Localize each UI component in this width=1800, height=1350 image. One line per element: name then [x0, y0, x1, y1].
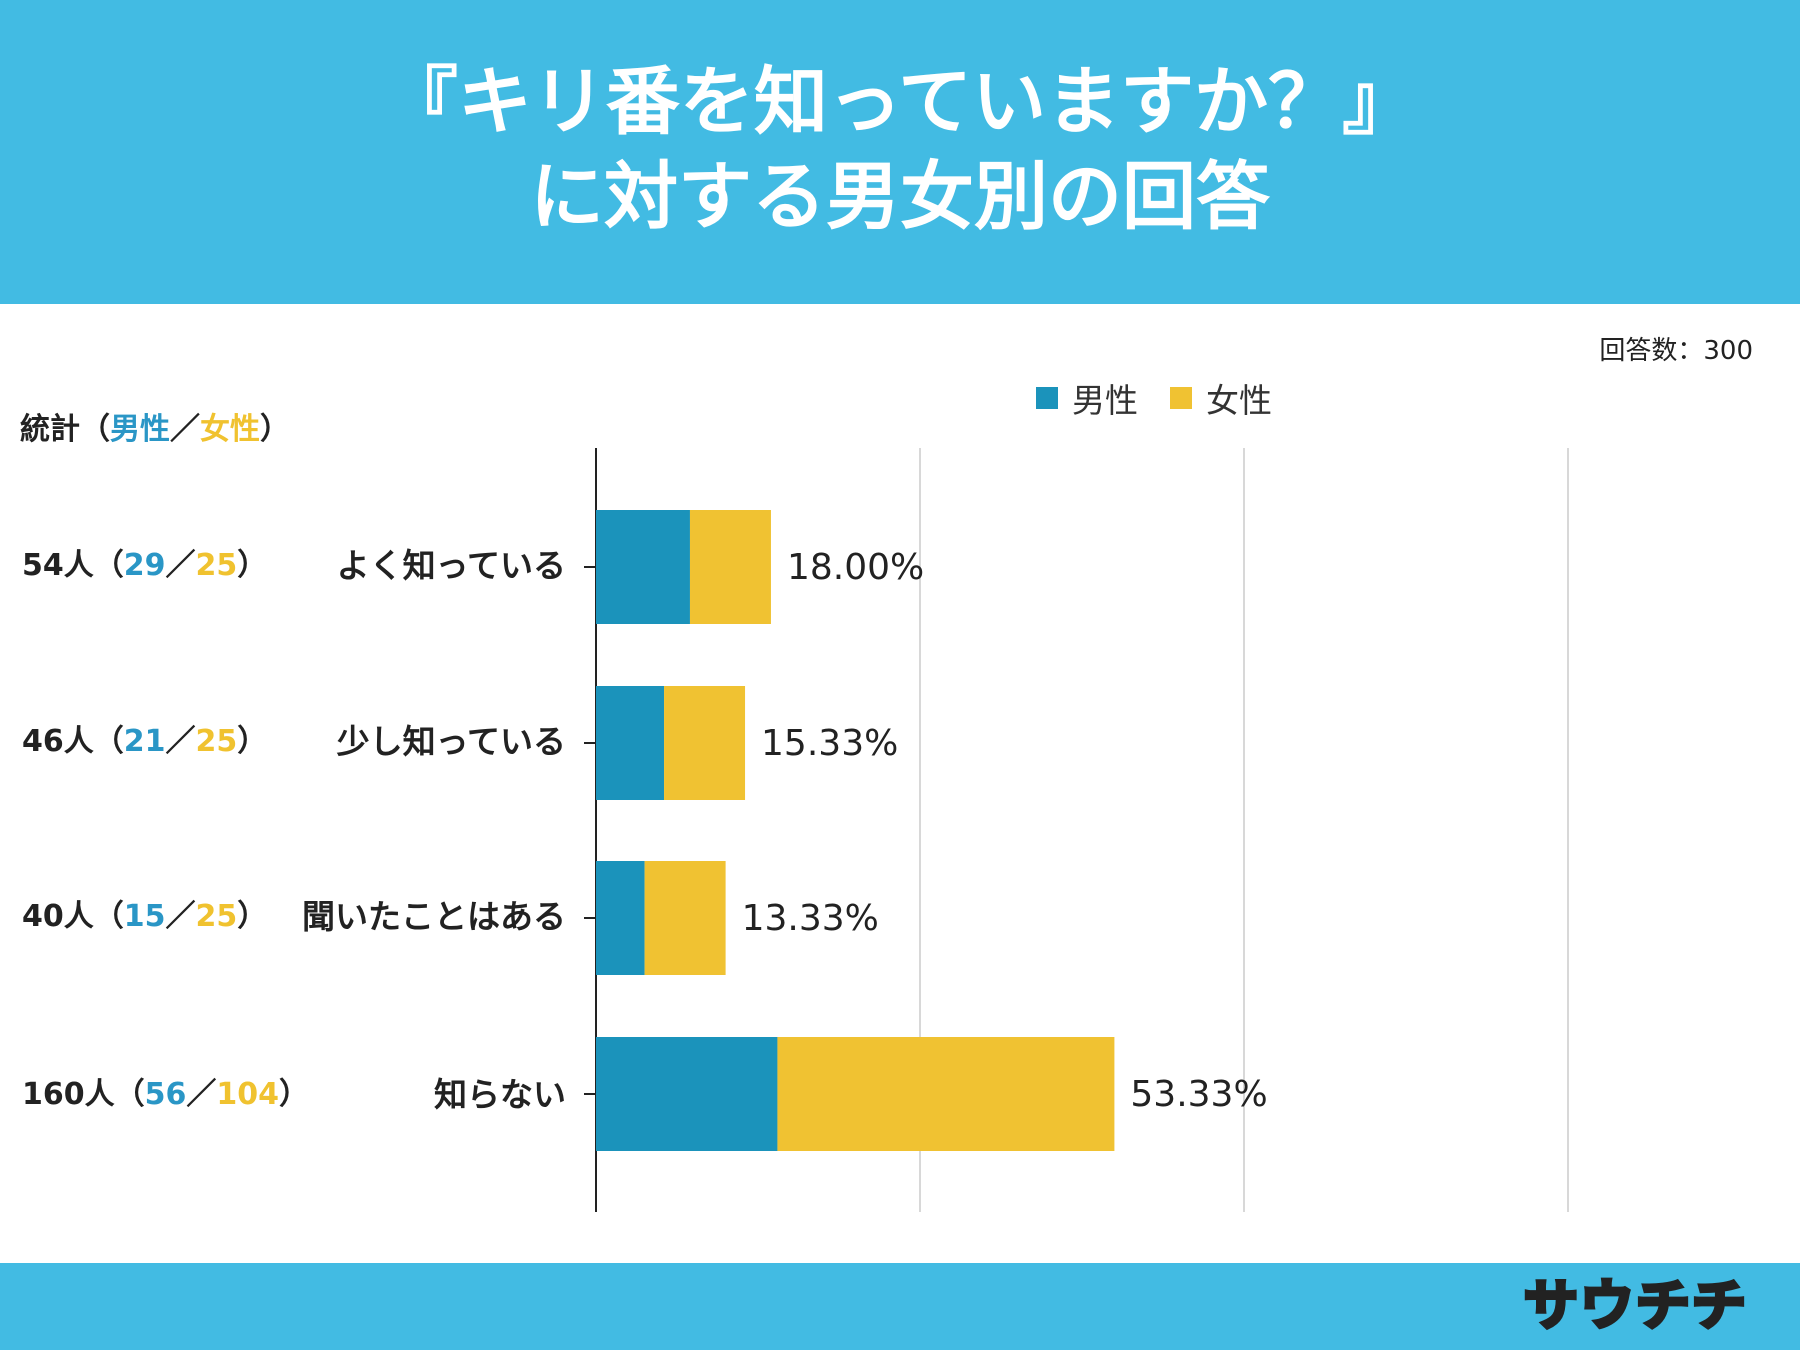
- stats-header: 統計（男性／女性）: [20, 404, 290, 448]
- stats-header-female: 女性: [200, 412, 260, 447]
- stats-row: 40人（15／25）: [22, 897, 267, 937]
- stats-header-male: 男性: [110, 412, 170, 447]
- stats-header-sep: ／: [170, 412, 200, 447]
- stats-total: 54人: [22, 548, 94, 583]
- stats-sep: ／: [186, 1077, 217, 1112]
- stats-row: 54人（29／25）: [22, 546, 267, 586]
- bar-female: [777, 1037, 1115, 1151]
- bar-male: [596, 1037, 778, 1151]
- stats-open: （: [114, 1077, 145, 1112]
- respondent-count: 回答数：300: [1599, 336, 1753, 366]
- percent-label: 13.33%: [742, 898, 879, 939]
- category-label: 聞いたことはある: [302, 897, 566, 936]
- stats-row: 46人（21／25）: [22, 722, 267, 762]
- stats-close: ）: [279, 1077, 309, 1112]
- stats-sep: ／: [165, 724, 196, 759]
- percent-label: 53.33%: [1130, 1074, 1267, 1115]
- bar-female: [664, 686, 746, 800]
- stats-close: ）: [237, 548, 268, 583]
- bar-female: [689, 510, 771, 624]
- stats-header-prefix: 統計（: [20, 412, 110, 447]
- stats-male-count: 21: [123, 724, 166, 759]
- stats-total: 46人: [22, 724, 94, 759]
- page-title-line-2: に対する男女別の回答: [530, 154, 1270, 240]
- stats-female-count: 104: [216, 1077, 279, 1112]
- bar-male: [596, 686, 665, 800]
- chart-legend: 男性 女性: [1036, 374, 1304, 422]
- stats-total: 40人: [22, 899, 94, 934]
- stats-sep: ／: [165, 899, 196, 934]
- stats-male-count: 15: [123, 899, 166, 934]
- bar-female: [644, 861, 726, 975]
- legend-label-female: 女性: [1206, 381, 1272, 420]
- bar-male: [596, 861, 645, 975]
- legend-item-female: 女性: [1170, 374, 1272, 422]
- stats-close: ）: [237, 899, 268, 934]
- stats-open: （: [93, 899, 124, 934]
- stats-female-count: 25: [195, 724, 238, 759]
- category-label: 少し知っている: [336, 722, 566, 761]
- stats-row: 160人（56／104）: [22, 1075, 309, 1115]
- stats-male-count: 29: [123, 548, 166, 583]
- stats-close: ）: [237, 724, 268, 759]
- bar-chart: 18.00% 15.33% 13.33% 53.33%: [584, 448, 1569, 1212]
- stats-female-count: 25: [195, 548, 238, 583]
- page-title-line-1: 『キリ番を知っていますか？』: [383, 59, 1417, 145]
- percent-label: 18.00%: [787, 547, 924, 588]
- bar-male: [596, 510, 690, 624]
- stats-total: 160人: [22, 1077, 115, 1112]
- legend-item-male: 男性: [1036, 374, 1138, 422]
- legend-swatch-male: [1036, 387, 1058, 409]
- stats-open: （: [93, 548, 124, 583]
- percent-label: 15.33%: [761, 723, 898, 764]
- stats-open: （: [93, 724, 124, 759]
- legend-swatch-female: [1170, 387, 1192, 409]
- header-banner: 『キリ番を知っていますか？』 に対する男女別の回答: [0, 0, 1800, 304]
- stats-sep: ／: [165, 548, 196, 583]
- stats-male-count: 56: [144, 1077, 187, 1112]
- category-label: 知らない: [434, 1075, 566, 1114]
- stats-header-suffix: ）: [260, 412, 290, 447]
- stats-female-count: 25: [195, 899, 238, 934]
- legend-label-male: 男性: [1072, 381, 1138, 420]
- category-label: よく知っている: [336, 546, 566, 585]
- footer-banner: サウチチ: [0, 1263, 1800, 1350]
- brand-logo: サウチチ: [1522, 1272, 1748, 1339]
